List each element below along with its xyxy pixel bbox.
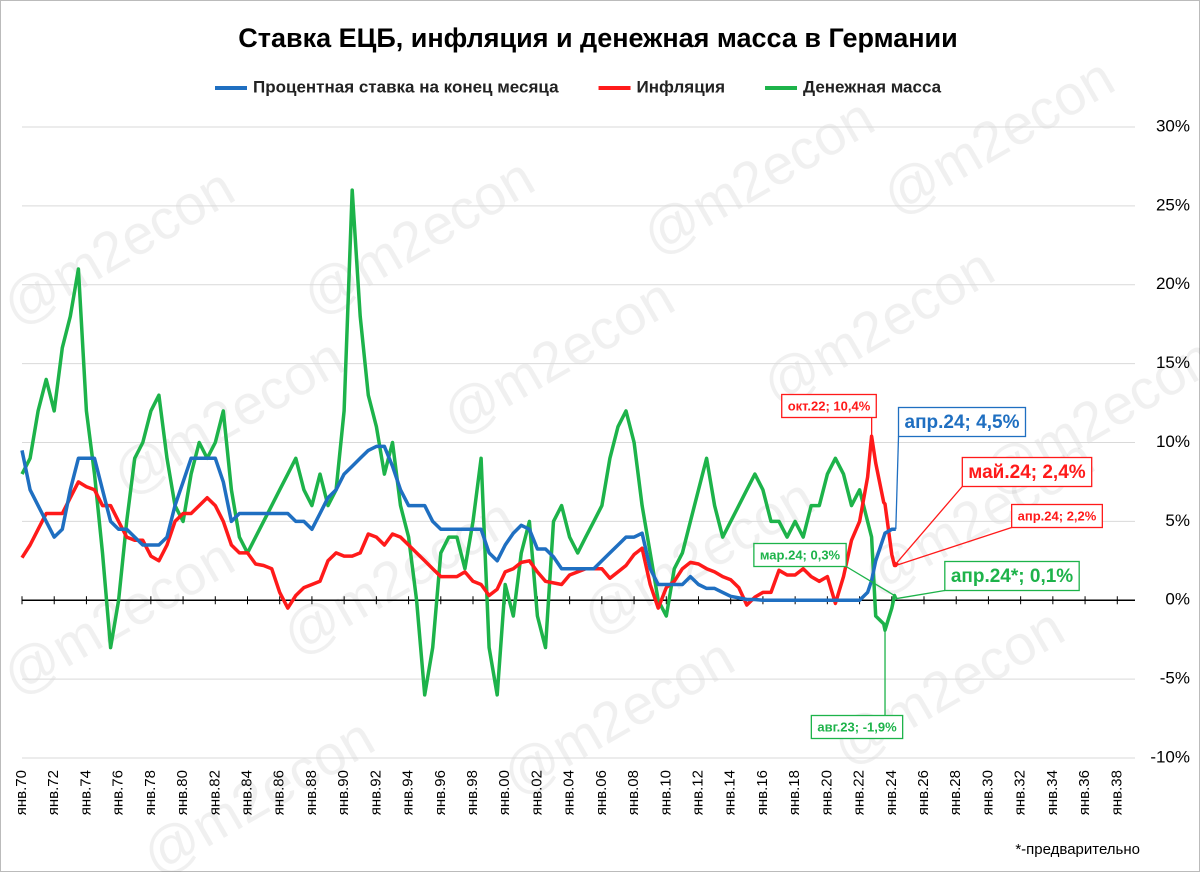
annotation-box <box>1011 503 1103 529</box>
series-line <box>20 434 899 610</box>
legend-label: Инфляция <box>637 77 725 96</box>
y-tick-label: 0% <box>1165 590 1190 609</box>
annotation-leader <box>895 436 900 530</box>
x-tick-label: янв.74 <box>77 770 94 815</box>
x-tick-label: янв.90 <box>335 770 352 815</box>
x-tick-label: янв.02 <box>528 770 545 815</box>
annotation: окт.22; 10,4% <box>781 393 877 437</box>
annotation: апр.24; 4,5% <box>895 406 1027 530</box>
annotation: май.24; 2,4% <box>896 456 1093 563</box>
y-tick-label: 15% <box>1156 353 1190 372</box>
x-tick-label: янв.28 <box>947 770 964 815</box>
annotation-label: мар.24; 0,3% <box>760 547 841 562</box>
x-tick-label: янв.96 <box>432 770 449 815</box>
y-tick-label: 25% <box>1156 195 1190 214</box>
x-tick-label: янв.70 <box>13 770 30 815</box>
x-tick-label: янв.32 <box>1012 770 1029 815</box>
annotation-label: апр.24*; 0,1% <box>951 566 1073 587</box>
legend-label: Процентная ставка на конец месяца <box>253 77 559 96</box>
series-line <box>20 188 898 697</box>
x-tick-label: янв.98 <box>464 770 481 815</box>
annotation: авг.23; -1,9% <box>810 630 904 740</box>
annotation: апр.24; 2,2% <box>895 503 1103 567</box>
annotation-box <box>944 560 1080 592</box>
y-tick-label: -10% <box>1150 747 1190 766</box>
x-tick-label: янв.76 <box>110 770 127 815</box>
footnote: *-предварительно <box>1015 841 1140 858</box>
annotation-leader <box>895 589 945 600</box>
x-tick-label: янв.78 <box>142 770 159 815</box>
x-tick-label: янв.04 <box>561 770 578 815</box>
annotation-box <box>810 714 904 740</box>
x-tick-label: янв.20 <box>818 770 835 815</box>
x-tick-label: янв.72 <box>45 770 62 815</box>
y-tick-label: 10% <box>1156 432 1190 451</box>
x-tick-label: янв.26 <box>915 770 932 815</box>
annotation-box <box>897 406 1027 438</box>
x-tick-label: янв.30 <box>979 770 996 815</box>
annotation-label: авг.23; -1,9% <box>817 719 897 734</box>
x-tick-label: янв.82 <box>206 770 223 815</box>
annotation-label: апр.24; 4,5% <box>905 412 1020 433</box>
x-tick-label: янв.92 <box>367 770 384 815</box>
x-tick-label: янв.16 <box>754 770 771 815</box>
x-tick-label: янв.34 <box>1044 770 1061 815</box>
y-tick-label: 20% <box>1156 274 1190 293</box>
x-tick-label: янв.84 <box>238 770 255 815</box>
x-tick-label: янв.94 <box>400 770 417 815</box>
annotation-leader <box>845 565 895 597</box>
chart-title: Ставка ЕЦБ, инфляция и денежная масса в … <box>238 23 958 53</box>
x-tick-label: янв.24 <box>883 770 900 815</box>
annotation-box <box>961 456 1093 488</box>
legend-label: Денежная масса <box>803 77 942 96</box>
x-tick-label: янв.36 <box>1076 770 1093 815</box>
x-tick-label: янв.08 <box>625 770 642 815</box>
x-tick-label: янв.10 <box>657 770 674 815</box>
annotation-leader <box>896 486 963 563</box>
x-tick-label: янв.14 <box>722 770 739 815</box>
x-tick-label: янв.86 <box>271 770 288 815</box>
y-tick-label: -5% <box>1160 669 1190 688</box>
annotation-leader <box>895 526 1012 567</box>
x-tick-label: янв.22 <box>851 770 868 815</box>
annotation-label: апр.24; 2,2% <box>1018 508 1097 523</box>
x-tick-label: янв.06 <box>593 770 610 815</box>
annotation-label: май.24; 2,4% <box>968 462 1085 483</box>
annotation-label: окт.22; 10,4% <box>788 398 871 413</box>
x-tick-label: янв.18 <box>786 770 803 815</box>
series-line <box>20 444 897 603</box>
annotation: мар.24; 0,3% <box>753 542 895 597</box>
x-tick-label: янв.88 <box>303 770 320 815</box>
y-tick-label: 30% <box>1156 116 1190 135</box>
annotation: апр.24*; 0,1% <box>895 560 1080 600</box>
x-tick-label: янв.38 <box>1108 770 1125 815</box>
annotation-box <box>781 393 877 419</box>
x-tick-label: янв.00 <box>496 770 513 815</box>
y-tick-label: 5% <box>1165 511 1190 530</box>
x-tick-label: янв.12 <box>689 770 706 815</box>
annotation-box <box>753 542 847 568</box>
x-tick-label: янв.80 <box>174 770 191 815</box>
